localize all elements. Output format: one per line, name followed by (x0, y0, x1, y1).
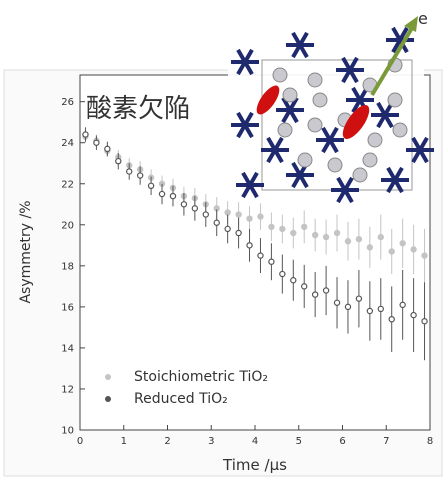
data-point (138, 173, 143, 178)
data-point (159, 191, 164, 196)
y-tick-label: 20 (61, 220, 74, 231)
crystal-inset (228, 16, 434, 202)
inset-label: e (418, 9, 428, 28)
data-point (400, 302, 405, 307)
data-point (105, 146, 110, 151)
atom (368, 133, 382, 147)
data-point (323, 288, 328, 293)
legend-marker (105, 396, 111, 402)
data-point (400, 241, 405, 246)
data-point (334, 300, 339, 305)
data-point (116, 159, 121, 164)
atom (328, 158, 342, 172)
data-point (192, 206, 197, 211)
data-point (302, 224, 307, 229)
legend-label: Reduced TiO₂ (134, 391, 228, 407)
data-point (334, 230, 339, 235)
page: Asymmetry /% Time /μs 酸素欠陥 e 01234567810… (0, 0, 446, 480)
y-tick-label: 16 (61, 302, 74, 313)
data-point (291, 278, 296, 283)
data-point (389, 249, 394, 254)
data-point (356, 237, 361, 242)
data-point (148, 183, 153, 188)
annotation: 酸素欠陥 (86, 94, 190, 124)
chart: Asymmetry /% Time /μs 酸素欠陥 e 01234567810… (0, 0, 446, 480)
data-point (258, 253, 263, 258)
y-tick-label: 18 (61, 261, 74, 272)
y-tick-label: 22 (61, 179, 74, 190)
atom (388, 93, 402, 107)
data-point (367, 308, 372, 313)
legend-marker (105, 374, 111, 380)
x-tick-label: 8 (427, 436, 433, 447)
data-point (203, 212, 208, 217)
data-point (422, 319, 427, 324)
data-point (247, 243, 252, 248)
atom (298, 153, 312, 167)
data-point (313, 292, 318, 297)
data-point (236, 230, 241, 235)
data-point (225, 226, 230, 231)
atom (308, 73, 322, 87)
atom (353, 168, 367, 182)
data-point (356, 296, 361, 301)
data-point (280, 226, 285, 231)
data-point (83, 132, 88, 137)
data-point (181, 202, 186, 207)
data-point (367, 245, 372, 250)
x-tick-label: 7 (383, 436, 389, 447)
y-tick-label: 12 (61, 384, 74, 395)
data-point (378, 235, 383, 240)
data-point (291, 230, 296, 235)
data-point (302, 284, 307, 289)
x-axis-label: Time /μs (222, 456, 287, 474)
data-point (258, 214, 263, 219)
x-tick-label: 3 (208, 436, 214, 447)
y-tick-label: 26 (61, 97, 74, 108)
x-tick-label: 0 (77, 436, 83, 447)
data-point (214, 220, 219, 225)
data-point (170, 193, 175, 198)
data-point (225, 210, 230, 215)
x-tick-label: 1 (121, 436, 127, 447)
data-point (411, 247, 416, 252)
data-point (323, 235, 328, 240)
data-point (247, 216, 252, 221)
y-tick-label: 14 (61, 343, 74, 354)
data-point (345, 239, 350, 244)
data-point (280, 271, 285, 276)
x-tick-label: 4 (252, 436, 258, 447)
data-point (422, 253, 427, 258)
atom (308, 118, 322, 132)
atom (393, 123, 407, 137)
data-point (94, 140, 99, 145)
y-axis-label: Asymmetry /% (18, 200, 34, 303)
x-tick-label: 5 (296, 436, 302, 447)
data-point (127, 169, 132, 174)
data-point (236, 212, 241, 217)
data-point (269, 259, 274, 264)
atom (273, 68, 287, 82)
x-tick-label: 6 (339, 436, 345, 447)
data-point (378, 306, 383, 311)
data-point (389, 317, 394, 322)
y-tick-label: 10 (61, 426, 74, 437)
atom (313, 93, 327, 107)
y-tick-label: 24 (61, 138, 74, 149)
atom (363, 153, 377, 167)
legend-label: Stoichiometric TiO₂ (134, 369, 268, 385)
data-point (269, 224, 274, 229)
data-point (345, 304, 350, 309)
data-point (411, 312, 416, 317)
x-tick-label: 2 (164, 436, 170, 447)
data-point (313, 232, 318, 237)
atom (283, 88, 297, 102)
atom (278, 123, 292, 137)
